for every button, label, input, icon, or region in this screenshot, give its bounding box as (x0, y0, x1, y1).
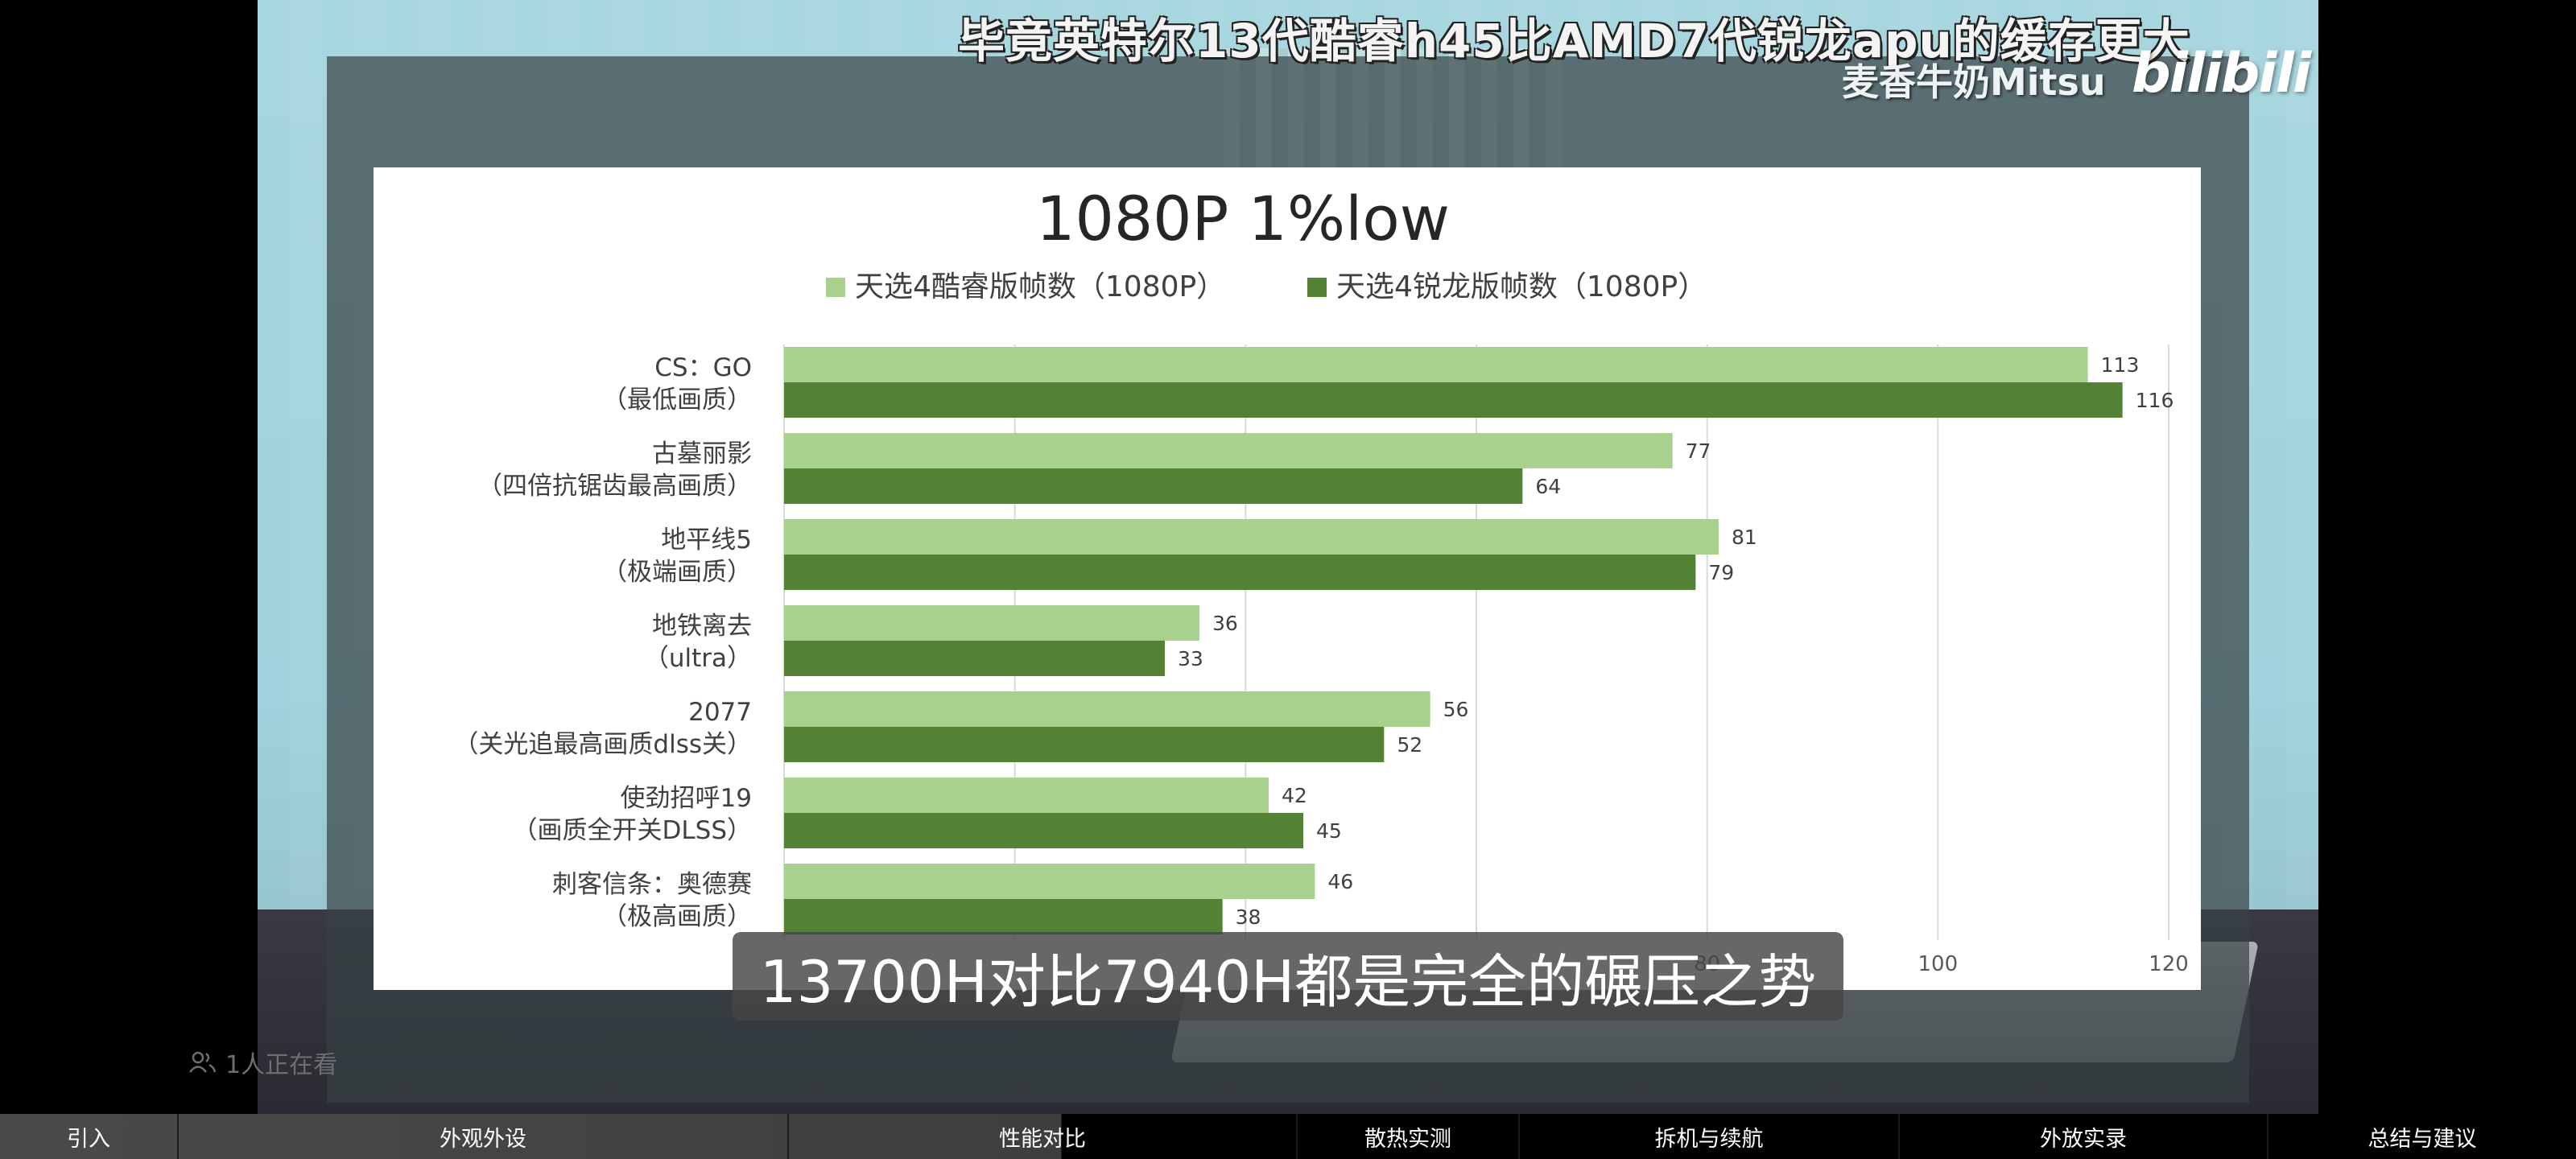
category-sublabel: （关光追最高画质dlss关） (453, 730, 752, 759)
chapter-teardown[interactable]: 拆机与续航 (1520, 1114, 1898, 1159)
category-label: 2077 (688, 698, 752, 727)
bar (784, 864, 1315, 899)
category-sublabel: （极高画质） (602, 902, 752, 931)
data-label: 45 (1316, 819, 1342, 843)
category-sublabel: （最低画质） (602, 386, 752, 415)
bar (784, 555, 1696, 590)
chapter-summary[interactable]: 总结与建议 (2268, 1114, 2576, 1159)
bar (784, 519, 1719, 555)
chart-card: 1080P 1%low 天选4酷睿版帧数（1080P） 天选4锐龙版帧数（1080P… (374, 167, 2201, 990)
chapter-performance[interactable]: 性能对比 (789, 1114, 1296, 1159)
data-label: 113 (2101, 353, 2140, 377)
category-sublabel: （画质全开关DLSS） (513, 816, 753, 845)
bar (784, 691, 1430, 727)
chart-title: 1080P 1%low (1036, 183, 1450, 254)
chapter-label: 性能对比 (999, 1126, 1086, 1152)
category-label: 地铁离去 (652, 612, 752, 641)
chapter-label: 外观外设 (440, 1126, 526, 1152)
people-icon (188, 1050, 217, 1074)
bar (784, 605, 1199, 641)
chapter-separator (177, 1114, 179, 1159)
chapter-label: 拆机与续航 (1654, 1126, 1764, 1152)
data-label: 38 (1236, 905, 1261, 929)
bar (784, 468, 1523, 504)
chapter-separator (2267, 1114, 2268, 1159)
data-label: 46 (1327, 870, 1353, 893)
subtitle-text: 13700H对比7940H都是完全的碾压之势 (759, 947, 1817, 1016)
chapter-speaker[interactable]: 外放实录 (1900, 1114, 2267, 1159)
bar (784, 433, 1673, 468)
bar-chart: 1080P 1%low 天选4酷睿版帧数（1080P） 天选4锐龙版帧数（1080P… (453, 183, 2189, 976)
chapter-label: 引入 (67, 1126, 110, 1152)
category-sublabel: （ultra） (644, 644, 752, 673)
data-label: 79 (1708, 561, 1734, 584)
chapter-label: 散热实测 (1364, 1126, 1451, 1152)
category-label: 刺客信条：奥德赛 (552, 870, 752, 899)
category-label: 使劲招呼19 (621, 784, 752, 813)
category-label: 地平线5 (661, 526, 752, 555)
bar (784, 382, 2123, 418)
legend-swatch (826, 278, 845, 297)
bilibili-logo: bilibili (2132, 42, 2311, 105)
bar (784, 813, 1303, 848)
chapter-bar: 引入 外观外设 性能对比 散热实测 拆机与续航 外放实录 总结与建议 (0, 1114, 2576, 1159)
category-label: CS：GO (654, 353, 752, 382)
category-label: 古墓丽影 (652, 439, 752, 468)
data-label: 52 (1397, 733, 1422, 757)
overlay-title: 毕竟英特尔13代酷睿h45比AMD7代锐龙apu的缓存更大 (958, 14, 2190, 68)
chapter-label: 总结与建议 (2368, 1126, 2477, 1152)
data-label: 36 (1212, 612, 1238, 635)
legend-label: 天选4锐龙版帧数（1080P） (1336, 270, 1707, 303)
chapter-thermal[interactable]: 散热实测 (1298, 1114, 1518, 1159)
subtitle-box: 13700H对比7940H都是完全的碾压之势 (733, 932, 1843, 1021)
data-label: 81 (1732, 526, 1757, 549)
bar (784, 727, 1385, 762)
bar (784, 899, 1223, 934)
data-label: 77 (1686, 439, 1711, 463)
viewer-count-text: 1人正在看 (225, 1051, 338, 1079)
bar (784, 641, 1165, 676)
data-label: 33 (1178, 647, 1203, 670)
x-tick-label: 100 (1918, 952, 1959, 976)
x-tick-label: 120 (2149, 952, 2189, 976)
bar (784, 347, 2088, 382)
chapter-separator (1296, 1114, 1298, 1159)
bar (784, 777, 1269, 813)
chapter-separator (787, 1114, 789, 1159)
chapter-label: 外放实录 (2040, 1126, 2127, 1152)
chapter-separator (1518, 1114, 1520, 1159)
data-label: 116 (2136, 389, 2174, 412)
chapter-intro[interactable]: 引入 (0, 1114, 177, 1159)
data-label: 56 (1443, 698, 1469, 721)
data-label: 64 (1535, 475, 1561, 498)
viewer-count: 1人正在看 (188, 1045, 337, 1080)
legend-label: 天选4酷睿版帧数（1080P） (855, 270, 1225, 303)
category-sublabel: （四倍抗锯齿最高画质） (477, 472, 752, 501)
legend-swatch (1307, 278, 1327, 297)
data-label: 42 (1282, 784, 1307, 807)
chapter-appearance[interactable]: 外观外设 (179, 1114, 787, 1159)
category-sublabel: （极端画质） (602, 558, 752, 587)
uploader-watermark: 麦香牛奶Mitsu (1842, 60, 2106, 104)
chapter-separator (1898, 1114, 1900, 1159)
